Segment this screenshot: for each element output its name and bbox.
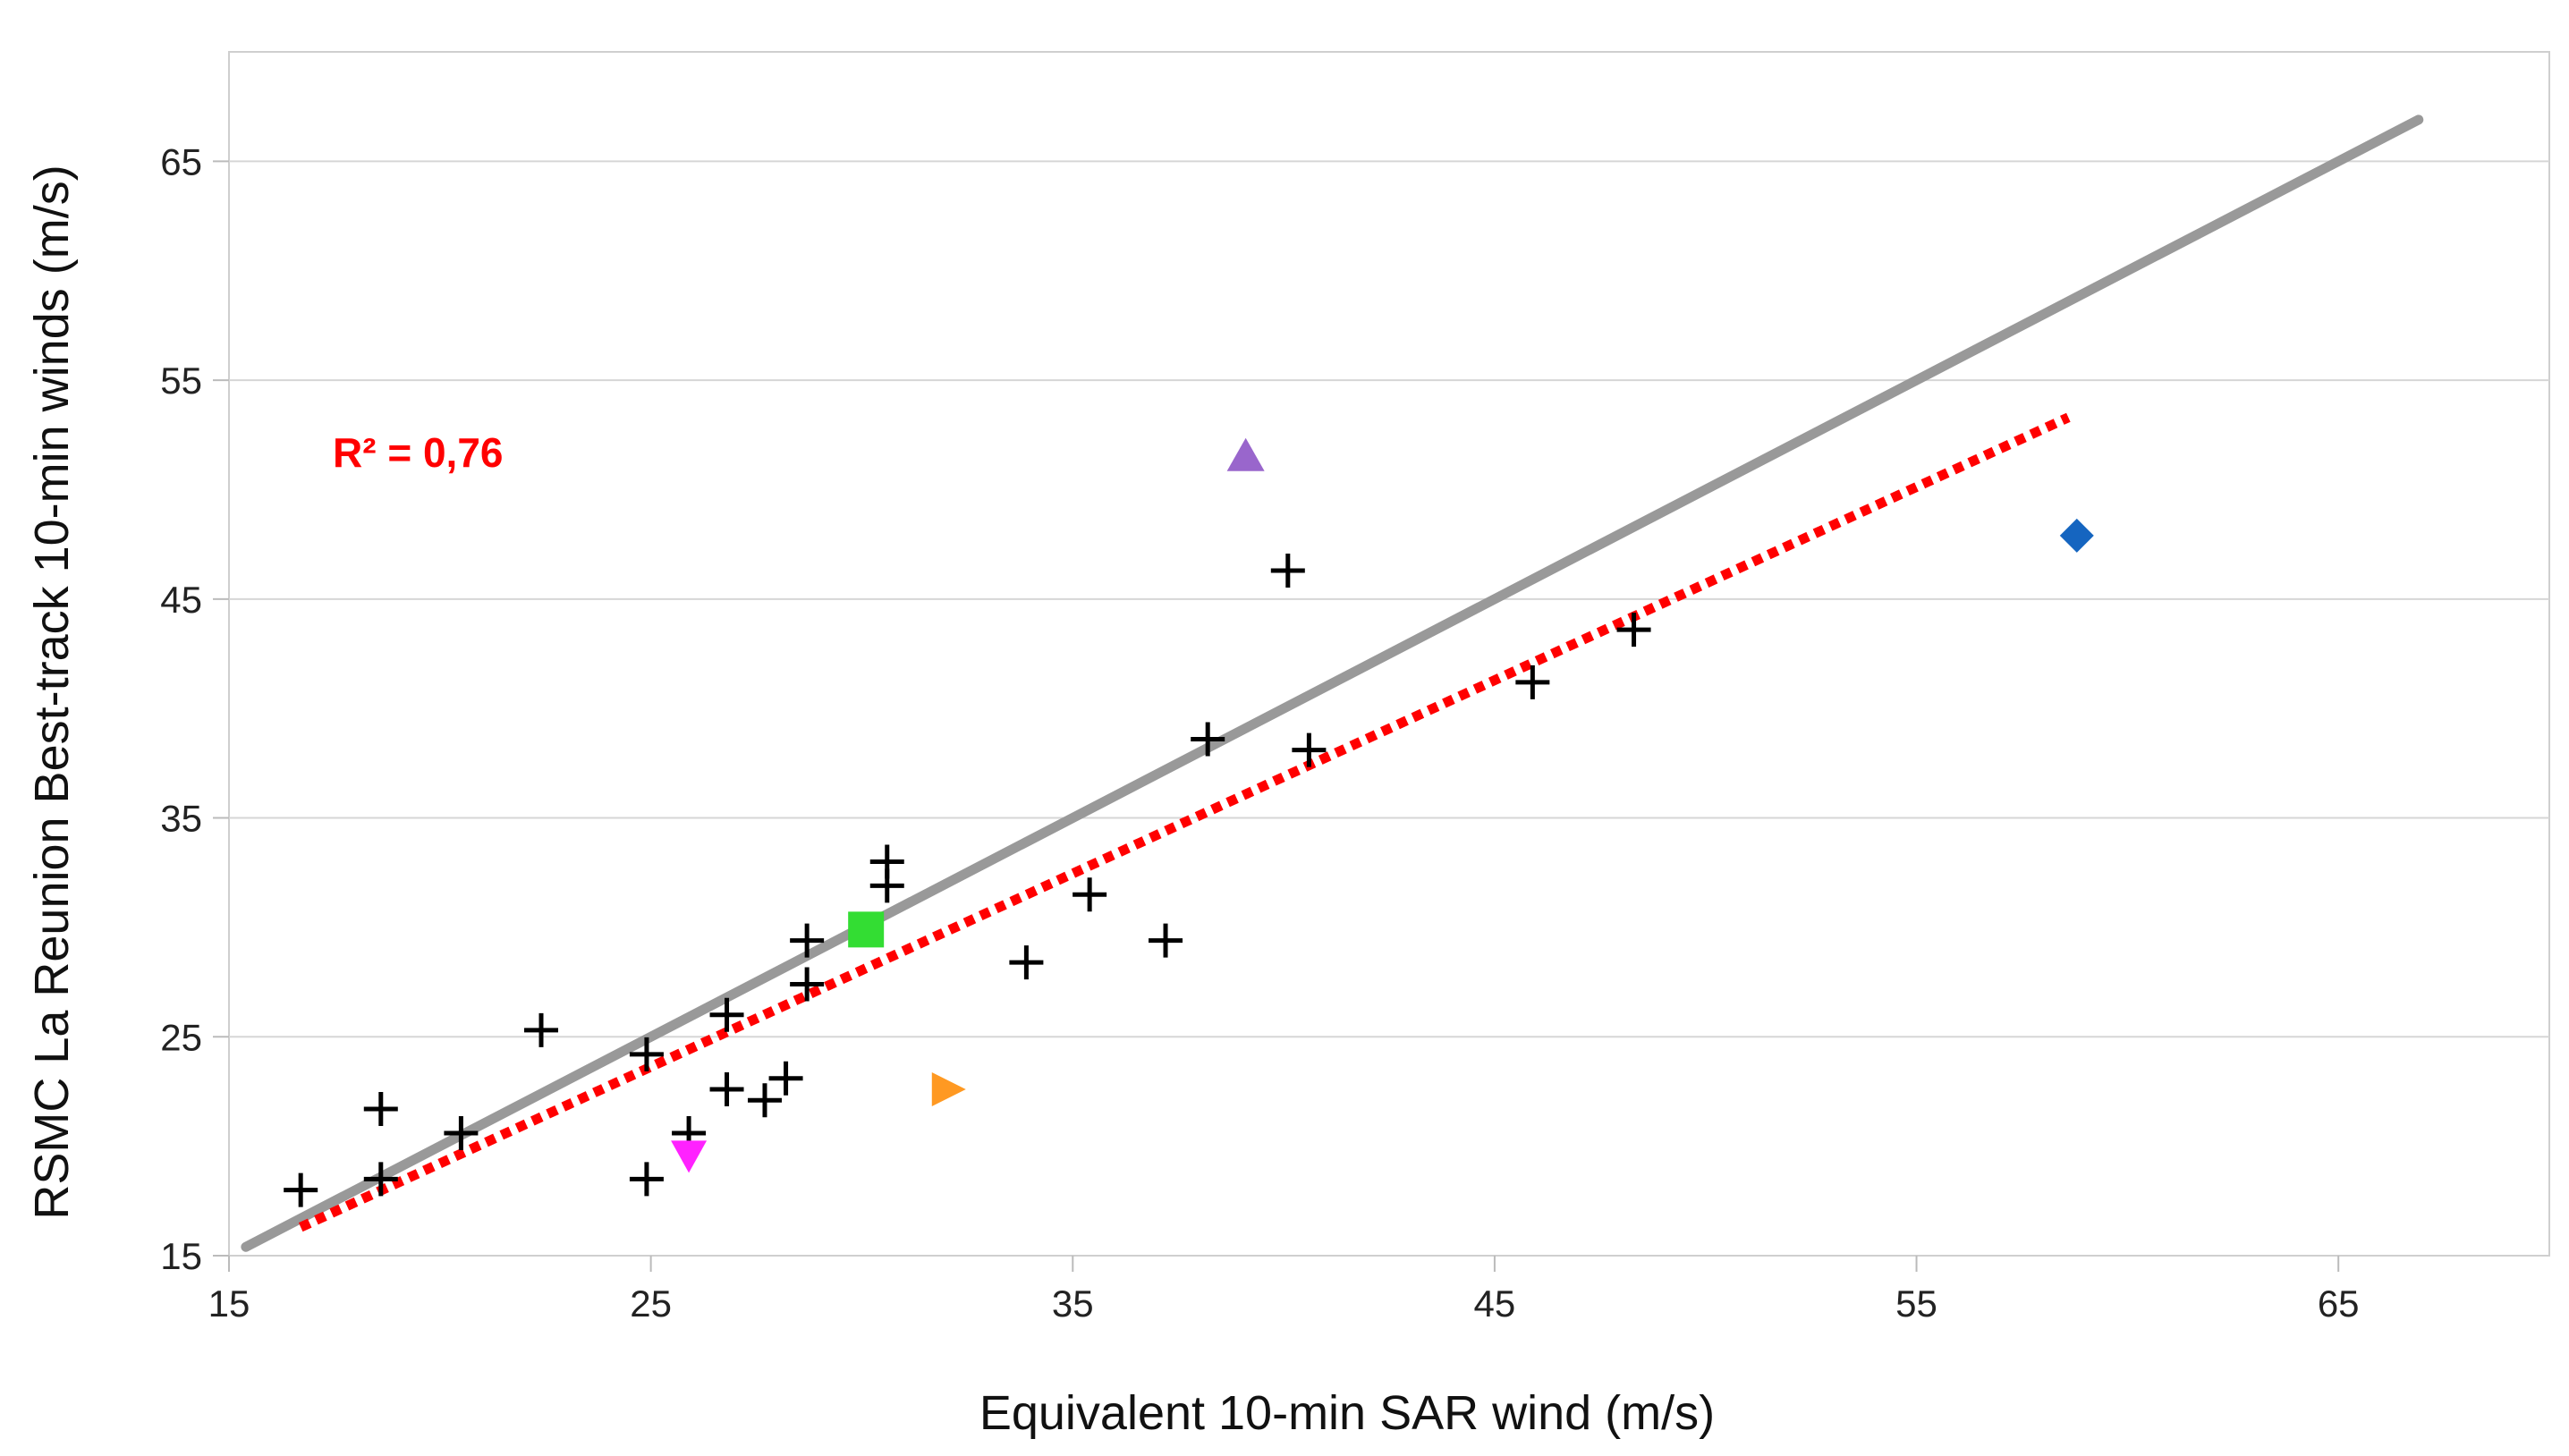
data-point-cross	[1292, 732, 1327, 767]
data-point-triangle-down	[671, 1140, 708, 1173]
data-point-cross	[1149, 923, 1183, 958]
x-tick-label: 25	[630, 1282, 672, 1325]
data-point-triangle-up	[1226, 437, 1265, 471]
data-point-square	[848, 911, 885, 948]
data-point-cross	[284, 1172, 318, 1207]
data-point-triangle-right	[931, 1072, 966, 1107]
y-axis-title: RSMC La Reunion Best-track 10-min winds …	[25, 165, 79, 1219]
data-point-cross	[363, 1092, 398, 1127]
x-tick-label: 35	[1052, 1282, 1094, 1325]
x-axis-title: Equivalent 10-min SAR wind (m/s)	[979, 1386, 1715, 1440]
x-tick-label: 45	[1474, 1282, 1516, 1325]
y-axis-ticks: 15 25 35 45 55 65	[160, 140, 229, 1277]
data-point-cross	[747, 1083, 782, 1118]
data-point-cross	[1073, 877, 1107, 912]
data-point-cross	[1191, 722, 1225, 757]
y-tick-label: 45	[160, 579, 202, 621]
data-point-cross	[1616, 613, 1651, 648]
data-point-cross	[709, 1072, 744, 1107]
y-tick-label: 25	[160, 1016, 202, 1058]
data-point-cross	[709, 997, 744, 1032]
data-point-cross	[629, 1037, 664, 1071]
y-tick-label: 65	[160, 140, 202, 182]
data-point-cross	[629, 1162, 664, 1197]
x-tick-label: 65	[2318, 1282, 2360, 1325]
x-axis-ticks: 15 25 35 45 55 65	[208, 1256, 2360, 1325]
data-point-cross	[790, 923, 825, 958]
r-squared-annotation: R² = 0,76	[333, 429, 504, 476]
gridlines	[229, 160, 2549, 1038]
y-tick-label: 15	[160, 1235, 202, 1277]
data-point-cross	[790, 967, 825, 1002]
data-point-cross	[1270, 554, 1305, 588]
y-tick-label: 55	[160, 360, 202, 402]
x-tick-label: 55	[1895, 1282, 1937, 1325]
data-point-cross	[869, 844, 904, 879]
data-points	[284, 437, 2094, 1207]
data-point-cross	[363, 1162, 398, 1197]
data-point-cross	[768, 1061, 803, 1096]
data-point-cross	[524, 1012, 559, 1047]
data-point-cross	[1515, 665, 1550, 699]
data-point-diamond	[2059, 518, 2094, 553]
trend-lines	[241, 114, 2424, 1252]
data-point-cross	[1009, 945, 1044, 980]
identity-line	[241, 114, 2424, 1252]
data-point-cross	[444, 1115, 479, 1150]
x-tick-label: 15	[208, 1282, 250, 1325]
y-tick-label: 35	[160, 798, 202, 840]
regression-fit-line	[298, 412, 2071, 1232]
